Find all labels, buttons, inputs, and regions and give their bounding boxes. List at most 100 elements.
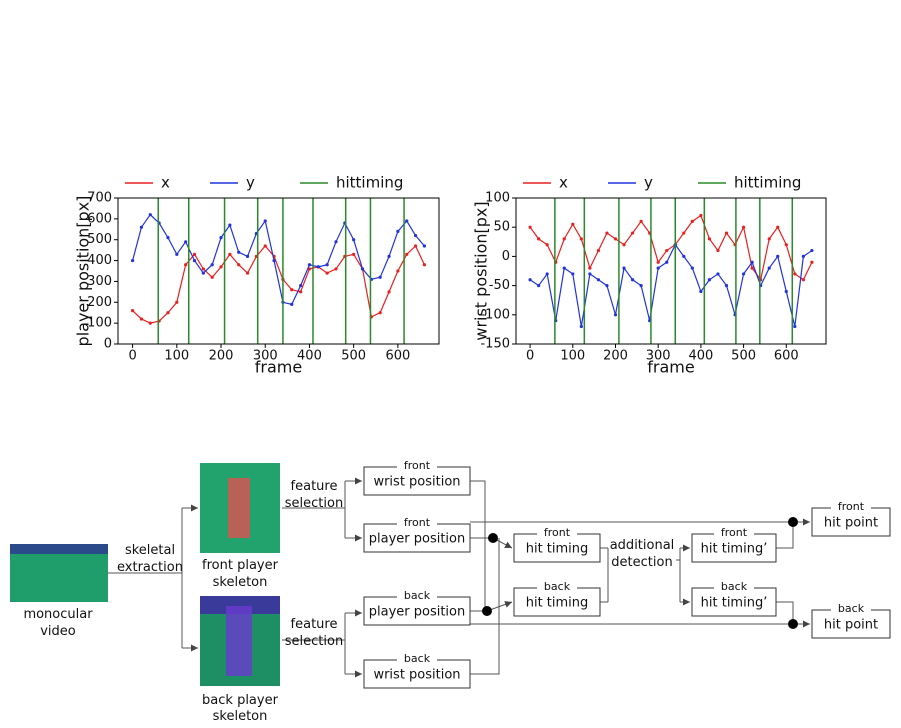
data-point bbox=[166, 236, 170, 240]
legend-label: hittiming bbox=[336, 174, 403, 192]
data-point bbox=[192, 252, 197, 256]
data-point bbox=[588, 266, 592, 270]
data-point bbox=[810, 248, 814, 253]
x-tick-label: 400 bbox=[688, 349, 713, 364]
thumbnails bbox=[10, 463, 280, 686]
data-point bbox=[201, 271, 205, 275]
data-point bbox=[656, 266, 660, 270]
data-point bbox=[290, 302, 294, 306]
data-point bbox=[184, 240, 188, 244]
data-point bbox=[562, 266, 566, 270]
connector bbox=[282, 481, 346, 674]
y-tick-label: 100 bbox=[485, 191, 510, 206]
data-point bbox=[272, 258, 276, 263]
data-point bbox=[630, 231, 635, 235]
data-point bbox=[528, 225, 532, 229]
series-line bbox=[529, 214, 813, 282]
y-tick-label: 600 bbox=[87, 211, 112, 226]
connector bbox=[600, 522, 794, 624]
data-point bbox=[579, 237, 583, 241]
data-point bbox=[716, 272, 720, 276]
front-skeleton-figure bbox=[228, 478, 250, 538]
data-point bbox=[307, 263, 312, 267]
data-point bbox=[325, 263, 329, 267]
data-point bbox=[299, 284, 303, 288]
data-point bbox=[139, 317, 144, 321]
box-label: hit timing bbox=[526, 596, 589, 611]
data-point bbox=[801, 278, 805, 282]
data-point bbox=[571, 272, 575, 276]
data-point bbox=[750, 266, 754, 270]
data-point bbox=[682, 231, 686, 235]
data-point bbox=[562, 237, 566, 241]
box-tag: front bbox=[721, 526, 748, 539]
box-label: player position bbox=[369, 605, 466, 620]
box-tag-bg bbox=[714, 529, 754, 539]
data-point bbox=[537, 284, 541, 288]
data-point bbox=[605, 231, 609, 235]
data-point bbox=[793, 272, 797, 276]
data-point bbox=[219, 265, 223, 269]
legend-label: y bbox=[246, 174, 255, 192]
data-point bbox=[537, 237, 541, 241]
data-point bbox=[219, 236, 223, 240]
x-tick-label: 600 bbox=[774, 349, 799, 364]
box-tag: front bbox=[404, 516, 431, 529]
data-point bbox=[630, 278, 635, 282]
diagram-label: back player skeleton bbox=[202, 693, 279, 724]
data-point bbox=[360, 267, 365, 271]
x-tick-label: 300 bbox=[646, 349, 671, 364]
box-tag: back bbox=[721, 580, 748, 593]
data-point bbox=[184, 263, 188, 267]
data-point bbox=[413, 244, 418, 248]
data-point bbox=[396, 269, 400, 273]
diagram-label: skeletal extraction bbox=[117, 543, 183, 575]
data-point bbox=[716, 248, 720, 253]
data-point bbox=[148, 321, 152, 325]
y-tick-label: 50 bbox=[493, 220, 510, 235]
data-point bbox=[699, 289, 703, 294]
x-tick-label: 0 bbox=[128, 349, 136, 364]
box-tag: front bbox=[838, 500, 865, 513]
data-point bbox=[682, 254, 686, 258]
data-point bbox=[175, 300, 179, 304]
data-point bbox=[422, 244, 427, 248]
data-point bbox=[613, 237, 618, 241]
connector bbox=[108, 508, 183, 648]
junction bbox=[788, 619, 798, 629]
series-line bbox=[529, 243, 813, 327]
legend-label: x bbox=[559, 174, 568, 192]
data-point bbox=[767, 266, 771, 270]
data-point bbox=[699, 213, 703, 218]
data-point bbox=[707, 278, 712, 282]
y-tick-label: -100 bbox=[480, 307, 510, 322]
junction bbox=[788, 517, 798, 527]
data-point bbox=[148, 213, 152, 217]
box-tag-bg bbox=[714, 583, 754, 593]
diagram-box bbox=[363, 523, 471, 553]
box-label: hit timing’ bbox=[701, 542, 768, 557]
box-tag-bg bbox=[397, 462, 437, 472]
data-point bbox=[166, 311, 170, 315]
box-tag-bg bbox=[537, 583, 577, 593]
y-tick-label: 500 bbox=[87, 232, 112, 247]
box-tag-bg bbox=[537, 529, 577, 539]
y-tick-label: -150 bbox=[480, 337, 510, 352]
x-axis-label: frame bbox=[255, 358, 302, 377]
box-tag: back bbox=[838, 602, 865, 615]
box-label: hit point bbox=[824, 516, 878, 531]
series-line bbox=[132, 213, 425, 306]
junction bbox=[488, 533, 498, 543]
box-tag: front bbox=[544, 526, 571, 539]
data-point bbox=[352, 252, 356, 256]
y-tick-label: 200 bbox=[87, 295, 112, 310]
data-point bbox=[130, 258, 135, 263]
data-point bbox=[237, 250, 241, 254]
x-tick-label: 500 bbox=[731, 349, 756, 364]
data-point bbox=[405, 252, 409, 256]
data-point bbox=[263, 244, 267, 248]
y-axis-label: wrist position[px] bbox=[472, 201, 491, 340]
box-tag: back bbox=[404, 589, 431, 602]
data-point bbox=[622, 243, 626, 247]
